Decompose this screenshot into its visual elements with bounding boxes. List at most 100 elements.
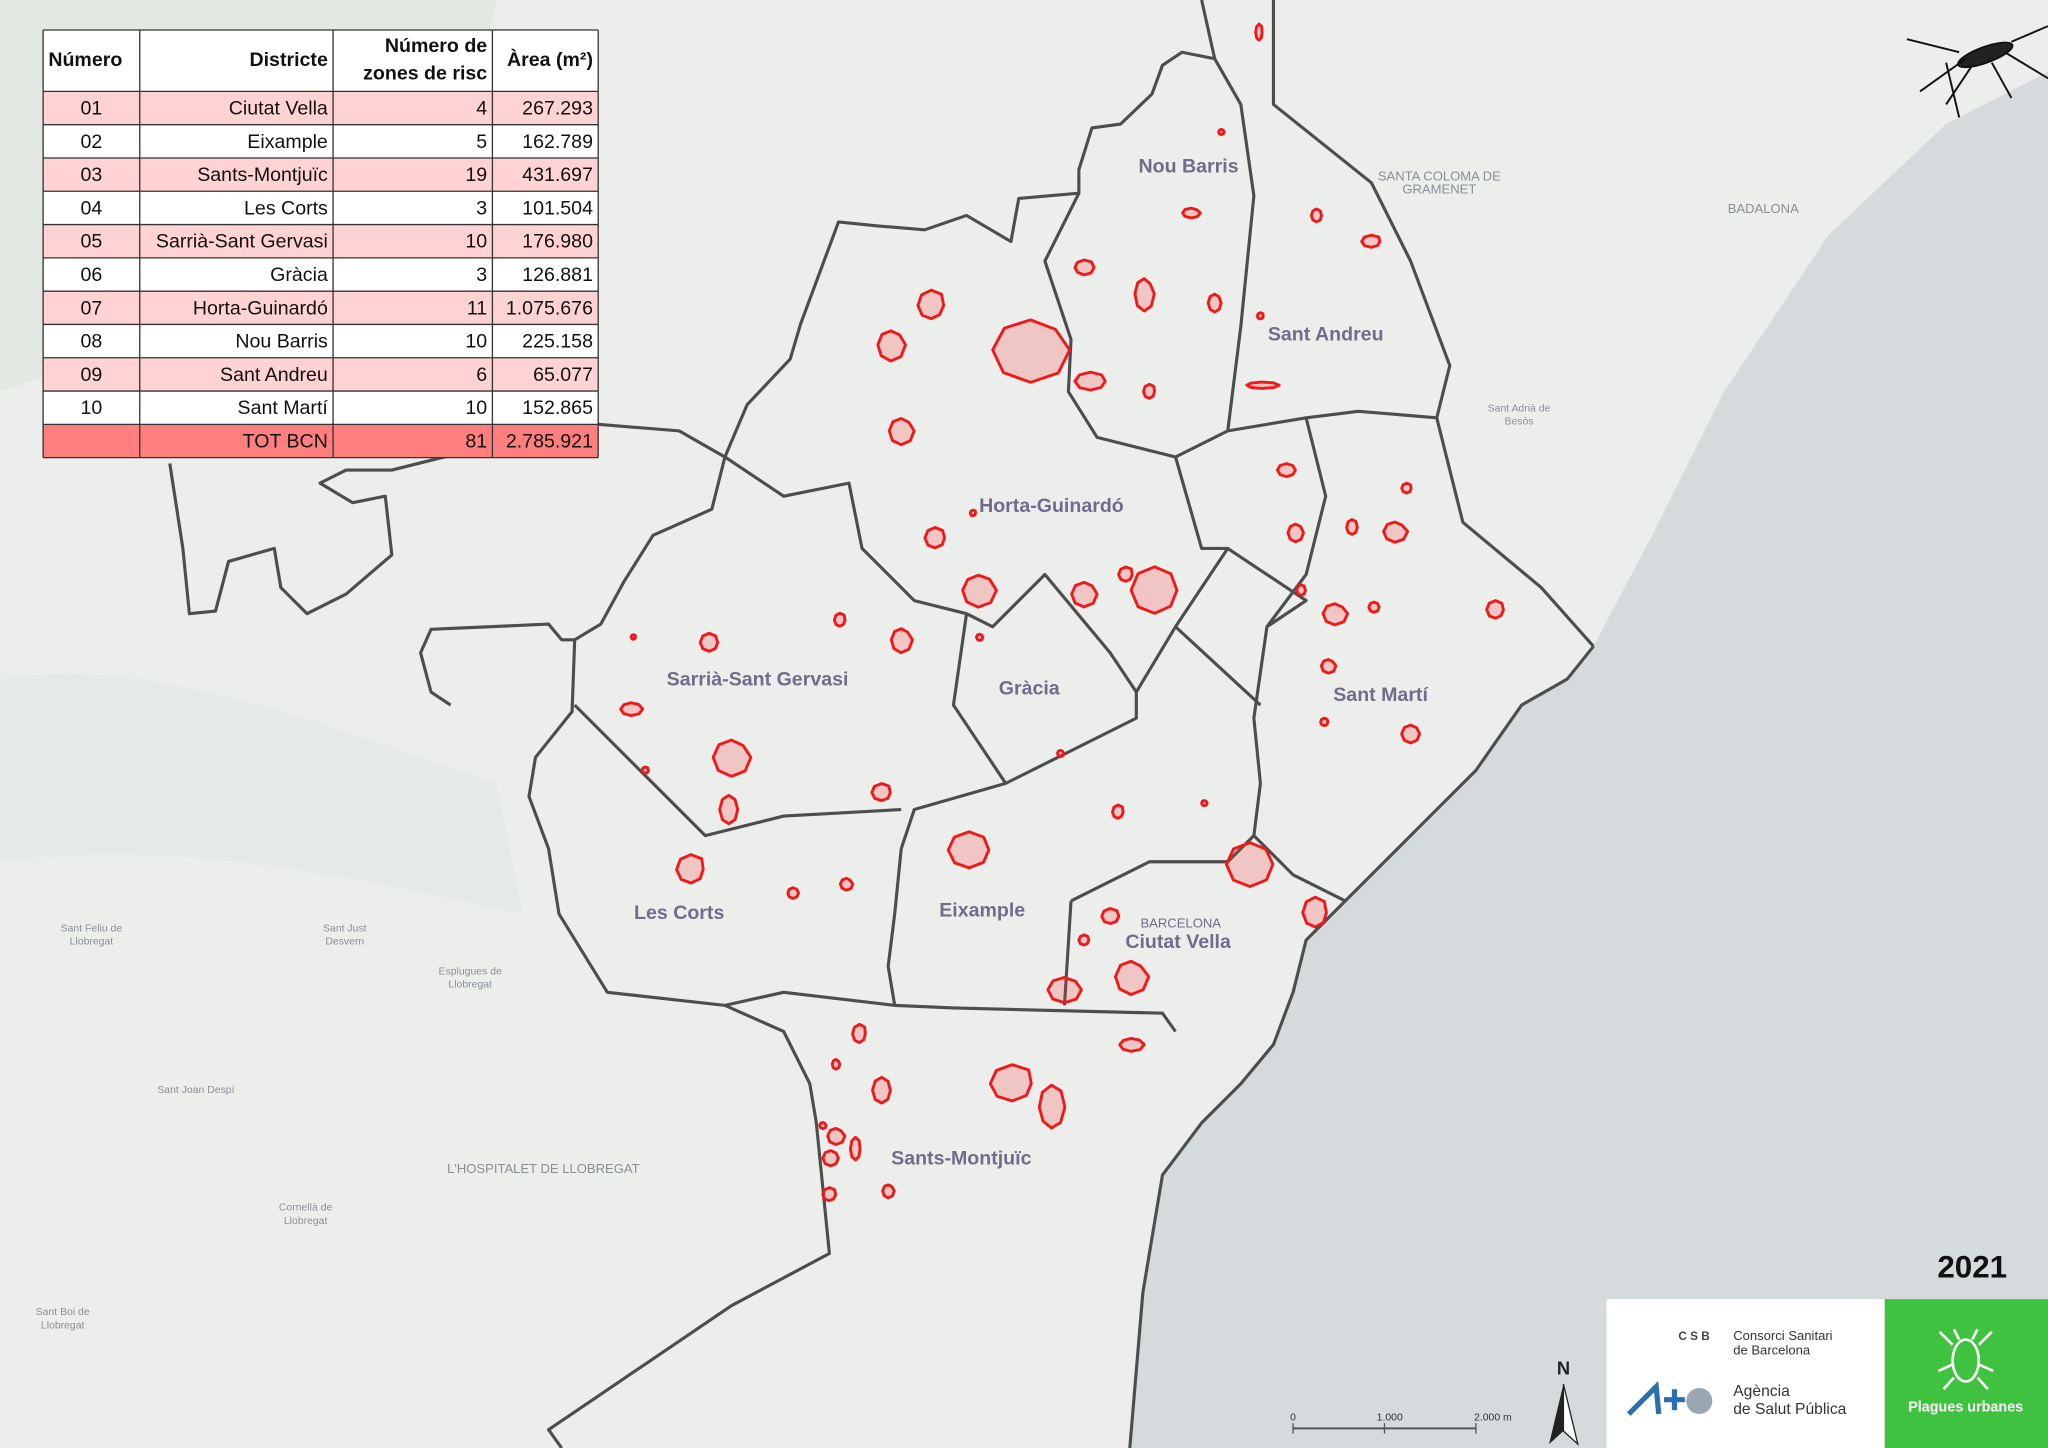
risk-zone bbox=[675, 853, 705, 885]
sea bbox=[1129, 71, 2048, 1448]
risk-zone bbox=[1319, 658, 1338, 675]
risk-zone bbox=[1200, 799, 1209, 808]
risk-zone bbox=[946, 830, 991, 870]
place-label: BARCELONA bbox=[1140, 916, 1221, 931]
risk-zone bbox=[889, 627, 914, 655]
risk-zone bbox=[1345, 518, 1359, 536]
risk-zone bbox=[870, 782, 892, 803]
risk-zone bbox=[1485, 599, 1505, 620]
risk-zone bbox=[923, 526, 947, 550]
cell-area: 65.077 bbox=[533, 364, 593, 386]
table-row-bg bbox=[43, 257, 599, 292]
cell-district: Sant Andreu bbox=[220, 364, 328, 386]
cell-area: 126.881 bbox=[522, 264, 593, 286]
risk-zone bbox=[1100, 907, 1121, 925]
cell-number: 03 bbox=[81, 164, 103, 186]
table-row-bg bbox=[43, 191, 599, 225]
aspb-name: Agència de Salut Pública bbox=[1733, 1383, 1846, 1418]
cell-zones: 19 bbox=[465, 164, 487, 186]
place-label: Sant Adrià de Besòs bbox=[1488, 403, 1551, 427]
total-label: TOT BCN bbox=[243, 430, 328, 452]
aspb-logo bbox=[1626, 1380, 1713, 1416]
risk-zone bbox=[1295, 583, 1307, 597]
risk-zone bbox=[698, 631, 720, 653]
cell-area: 1.075.676 bbox=[506, 297, 593, 319]
place-label: Esplugues de Llobregat bbox=[439, 966, 502, 990]
cell-area: 176.980 bbox=[522, 231, 593, 253]
table-row-bg bbox=[43, 91, 599, 125]
risk-zone bbox=[718, 793, 740, 826]
risk-zone bbox=[1129, 565, 1179, 615]
risk-zone bbox=[1133, 277, 1156, 313]
cell-zones: 5 bbox=[476, 131, 487, 153]
place-label: Sant Just Desvern bbox=[323, 923, 367, 947]
risk-zone bbox=[975, 632, 985, 642]
cell-area: 267.293 bbox=[522, 98, 593, 120]
mosquito-icon bbox=[1906, 25, 2048, 118]
district-label: Sarrià-Sant Gervasi bbox=[667, 668, 849, 690]
risk-zone bbox=[1275, 462, 1297, 479]
cell-district: Ciutat Vella bbox=[229, 98, 328, 120]
district-label: Les Corts bbox=[634, 902, 724, 924]
district-label: Sant Martí bbox=[1333, 684, 1428, 706]
risk-zone bbox=[1073, 370, 1107, 392]
risk-zone bbox=[916, 288, 946, 321]
city-boundary bbox=[419, 0, 1217, 1448]
risk-table: 01 Ciutat Vella 4 267.293 02 Eixample 5 162.789… bbox=[42, 29, 599, 459]
risk-zone bbox=[838, 876, 855, 892]
cell-district: Gràcia bbox=[270, 264, 328, 286]
risk-zone bbox=[1073, 258, 1096, 277]
cell-district: Sants-Montjuïc bbox=[197, 164, 328, 186]
risk-zone bbox=[1321, 602, 1350, 627]
risk-zone bbox=[1217, 127, 1226, 137]
cell-district: Eixample bbox=[247, 131, 328, 153]
district-label: Gràcia bbox=[999, 678, 1061, 700]
risk-zone bbox=[821, 1186, 838, 1203]
total-area: 2.785.921 bbox=[506, 430, 593, 452]
table-total-bg bbox=[43, 424, 599, 458]
district-label: Sant Andreu bbox=[1268, 324, 1384, 346]
cell-zones: 4 bbox=[476, 98, 487, 120]
park-area bbox=[0, 673, 523, 914]
risk-zone bbox=[1400, 723, 1422, 745]
risk-zone bbox=[968, 508, 977, 518]
cell-district: Sant Martí bbox=[238, 397, 329, 419]
risk-zone bbox=[988, 1063, 1033, 1103]
district-label: Horta-Guinardó bbox=[979, 495, 1124, 517]
place-labels: SANTA COLOMA DE GRAMENET BADALONA L'HOSPITA… bbox=[36, 169, 1799, 1331]
cell-area: 152.865 bbox=[522, 397, 593, 419]
cell-zones: 6 bbox=[476, 364, 487, 386]
risk-zone bbox=[1046, 975, 1083, 1005]
place-label: Sant Joan Despí bbox=[157, 1085, 234, 1096]
risk-zone bbox=[821, 1149, 840, 1168]
risk-zone bbox=[1225, 841, 1275, 888]
risk-zone bbox=[1360, 233, 1382, 249]
place-label: BADALONA bbox=[1728, 202, 1799, 217]
risk-zone bbox=[818, 1121, 828, 1131]
north-arrow: N bbox=[1549, 1357, 1579, 1446]
risk-zone bbox=[619, 701, 645, 718]
header-cell: Districte bbox=[249, 49, 327, 71]
cell-number: 01 bbox=[81, 98, 103, 120]
cell-district: Nou Barris bbox=[235, 331, 328, 353]
cell-area: 225.158 bbox=[522, 331, 593, 353]
risk-zone bbox=[848, 1135, 862, 1162]
cell-zones: 3 bbox=[476, 264, 487, 286]
risk-zone bbox=[1309, 207, 1323, 224]
header-cell: Àrea (m²) bbox=[507, 48, 593, 71]
cell-zones: 10 bbox=[465, 231, 487, 253]
risk-zone bbox=[1181, 206, 1202, 220]
risk-zone bbox=[1037, 1083, 1067, 1130]
risk-zone bbox=[1254, 22, 1264, 42]
header-cell: Número de zones de risc bbox=[363, 35, 487, 84]
table-row-bg bbox=[43, 391, 599, 425]
cell-district: Horta-Guinardó bbox=[193, 297, 328, 319]
table-row-bg bbox=[43, 357, 599, 392]
place-label: Cornellà de Llobregat bbox=[279, 1203, 333, 1227]
risk-zone bbox=[1110, 803, 1125, 820]
table-row-bg bbox=[43, 291, 599, 325]
risk-zone bbox=[881, 1183, 896, 1200]
district-label: Sants-Montjuïc bbox=[891, 1148, 1031, 1170]
risk-zone bbox=[1286, 522, 1305, 544]
